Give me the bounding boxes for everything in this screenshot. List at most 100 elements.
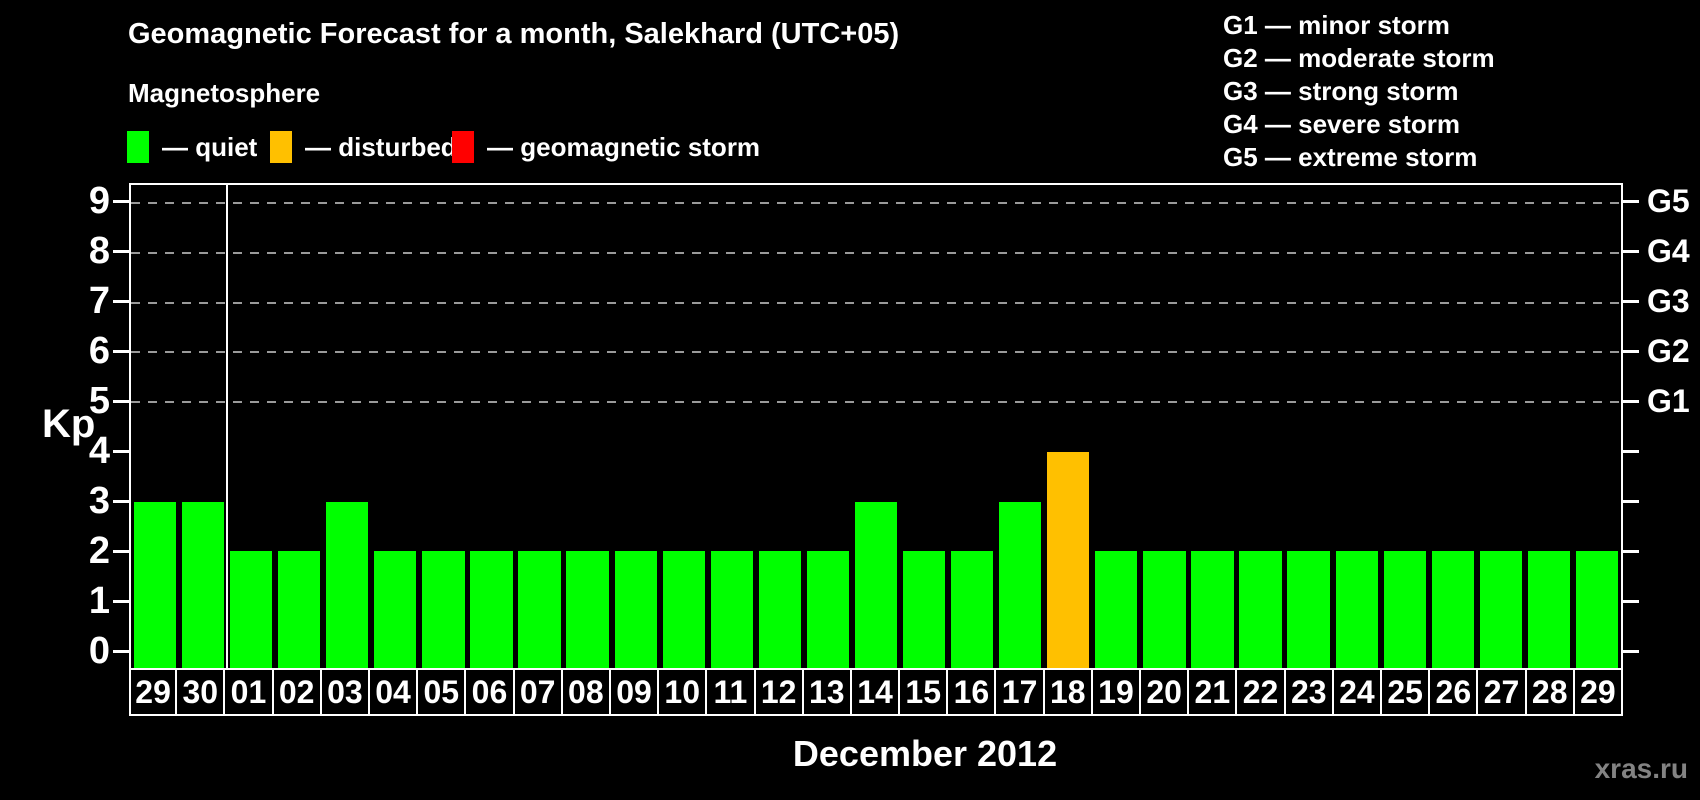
kp-bar-day-13 (806, 551, 850, 668)
bar-slot (1477, 185, 1525, 668)
kp-bar-day-02 (278, 551, 321, 668)
bar-slot (708, 185, 756, 668)
day-label-cell: 28 (1526, 668, 1575, 716)
day-labels-row: 29 30 01 02 03 04 05 06 07 08 09 10 11 12 13 14 15 16 17 18… (129, 668, 1623, 716)
kp-bar-day-05 (422, 551, 465, 668)
legend-item-label: — geomagnetic storm (487, 131, 761, 162)
legend-item-storm: — geomagnetic storm (452, 131, 760, 163)
kp-bar-day-27 (1479, 551, 1522, 668)
day-label-cell: 12 (755, 668, 804, 716)
day-label-cell: 14 (851, 668, 901, 716)
bar-slot (1236, 185, 1284, 668)
day-label-cell: 20 (1141, 668, 1190, 716)
chart-title: Geomagnetic Forecast for a month, Salekh… (128, 18, 900, 50)
quiet-color-swatch (127, 131, 149, 163)
bar-slot (179, 185, 227, 668)
day-label-cell: 01 (225, 668, 274, 716)
day-label-cell: 04 (369, 668, 419, 716)
g-legend-line: G3 — strong storm (1223, 76, 1459, 106)
bar-slot (1333, 185, 1381, 668)
day-label-cell: 06 (466, 668, 515, 716)
bar-slot (756, 185, 804, 668)
kp-bar-day-15 (902, 551, 946, 668)
bar-slot (1092, 185, 1140, 668)
day-label-cell: 16 (948, 668, 997, 716)
kp-bar-day-24 (1335, 551, 1378, 668)
day-label-cell: 11 (707, 668, 756, 716)
day-label-cell: 21 (1189, 668, 1238, 716)
kp-bar-day-16 (950, 551, 994, 668)
bar-slot (1381, 185, 1429, 668)
day-label-cell: 22 (1237, 668, 1286, 716)
kp-bar-day-06 (470, 551, 513, 668)
bar-slot (996, 185, 1044, 668)
day-label-cell: 25 (1382, 668, 1431, 716)
bar-slot (371, 185, 419, 668)
bar-slot (900, 185, 948, 668)
kp-bar-day-25 (1383, 551, 1426, 668)
bar-slot (804, 185, 852, 668)
legend-item-disturbed: — disturbed (270, 131, 457, 163)
kp-bar-day-20 (1143, 551, 1186, 668)
kp-bar-day-29 (133, 501, 177, 668)
bar-slot (660, 185, 708, 668)
bar-slot (1044, 185, 1092, 668)
kp-bar-day-11 (710, 551, 753, 668)
g-legend-line: G5 — extreme storm (1223, 142, 1478, 172)
bar-slot (564, 185, 612, 668)
bar-slot (1429, 185, 1477, 668)
kp-bar-day-08 (566, 551, 609, 668)
bar-slot (516, 185, 564, 668)
kp-bar-day-12 (758, 551, 801, 668)
kp-bar-day-23 (1287, 551, 1330, 668)
kp-bar-day-26 (1431, 551, 1474, 668)
bars-layer (131, 185, 1621, 668)
day-label-cell: 24 (1333, 668, 1383, 716)
kp-bar-day-29 (1575, 551, 1619, 668)
day-label-cell: 30 (177, 668, 226, 716)
legend-item-label: — disturbed (305, 131, 457, 162)
kp-bar-day-09 (614, 551, 657, 668)
day-label-cell: 23 (1285, 668, 1334, 716)
bar-slot (1285, 185, 1333, 668)
bar-slot (467, 185, 515, 668)
kp-bar-day-17 (999, 501, 1042, 668)
kp-bar-day-19 (1095, 551, 1138, 668)
day-label-cell: 18 (1044, 668, 1093, 716)
g-legend-line: G2 — moderate storm (1223, 43, 1495, 73)
day-label-cell: 17 (996, 668, 1045, 716)
bar-slot (131, 185, 179, 668)
kp-bar-day-21 (1191, 551, 1234, 668)
g-legend-line: G4 — severe storm (1223, 109, 1461, 139)
kp-bar-day-07 (518, 551, 561, 668)
day-label-cell: 29 (1574, 668, 1623, 716)
storm-color-swatch (452, 131, 474, 163)
day-label-cell: 02 (273, 668, 322, 716)
bar-slot (419, 185, 467, 668)
day-label-cell: 03 (321, 668, 370, 716)
bar-slot (612, 185, 660, 668)
legend-item-quiet: — quiet (127, 131, 257, 163)
bar-slot (1188, 185, 1236, 668)
month-label: December 2012 (792, 733, 1058, 774)
plot-area (129, 183, 1623, 668)
disturbed-color-swatch (270, 131, 292, 163)
bar-slot (948, 185, 996, 668)
day-label-cell: 26 (1430, 668, 1479, 716)
kp-bar-day-14 (854, 501, 898, 668)
kp-bar-day-01 (230, 551, 273, 668)
bar-slot (275, 185, 323, 668)
kp-bar-day-30 (181, 501, 225, 668)
watermark: xras.ru (1594, 753, 1688, 784)
day-label-cell: 15 (900, 668, 949, 716)
bar-slot (852, 185, 900, 668)
bar-slot (1525, 185, 1573, 668)
day-label-cell: 13 (803, 668, 852, 716)
kp-bar-day-03 (326, 501, 369, 668)
g-legend-line: G1 — minor storm (1223, 10, 1450, 40)
kp-bar-day-22 (1239, 551, 1282, 668)
kp-bar-day-10 (662, 551, 705, 668)
day-label-cell: 07 (514, 668, 563, 716)
